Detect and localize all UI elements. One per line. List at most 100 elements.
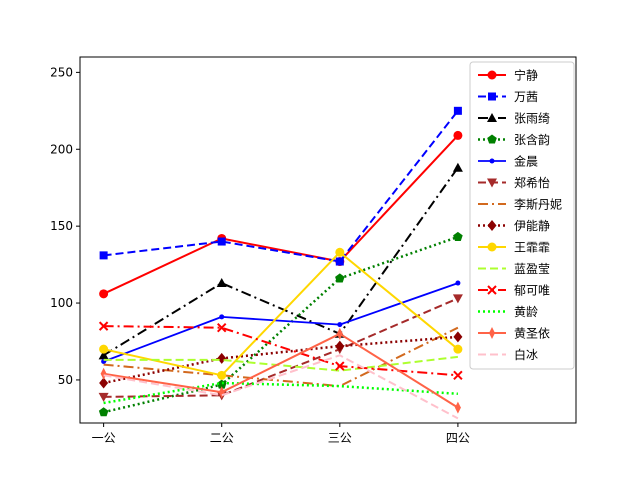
legend-label: 郑希怡 [514, 175, 550, 190]
data-point [99, 377, 109, 389]
y-tick-label: 100 [50, 296, 73, 310]
legend-label: 黄龄 [514, 305, 538, 319]
legend-marker [487, 220, 497, 231]
legend-marker [487, 285, 497, 295]
data-point [453, 344, 463, 354]
data-point [217, 352, 227, 364]
data-point [335, 247, 345, 257]
series-line [103, 332, 459, 409]
legend-label: 宁静 [514, 68, 538, 83]
series-5 [101, 280, 461, 364]
legend-label: 郁可唯 [514, 283, 550, 298]
legend-label: 万茜 [514, 90, 538, 104]
series-line [103, 235, 459, 414]
x-tick-label: 一公 [92, 431, 116, 445]
series-line [103, 282, 459, 363]
legend-entry: 宁静 [478, 68, 538, 83]
data-point [99, 251, 108, 260]
legend-entry: 张含韵 [478, 132, 550, 147]
legend-label: 金晨 [514, 154, 538, 169]
data-point [216, 278, 227, 288]
axes: 50 100 150 200 250 一公 二公 三公 四公 [50, 56, 577, 445]
data-point [98, 407, 109, 417]
series-line [103, 335, 458, 385]
legend-label: 白冰 [514, 347, 538, 362]
data-point [98, 321, 109, 331]
data-point [335, 257, 344, 266]
data-point [335, 361, 345, 371]
legend-label: 伊能静 [514, 219, 550, 233]
series-1 [99, 130, 463, 299]
data-point [454, 401, 461, 414]
series-line [103, 110, 459, 263]
data-point [336, 327, 343, 340]
series-line [103, 251, 459, 377]
data-point [452, 162, 463, 172]
legend-entry: 黄龄 [478, 305, 538, 319]
series-line [103, 381, 458, 405]
x-tick-label: 四公 [446, 431, 470, 445]
series-line [103, 325, 458, 377]
data-point [453, 106, 462, 115]
series-line [103, 354, 459, 420]
x-tick-label: 二公 [210, 431, 234, 445]
legend-label: 李斯丹妮 [514, 197, 562, 212]
data-point [335, 273, 345, 283]
legend-entry: 张雨绮 [478, 112, 550, 126]
series-6 [98, 294, 463, 402]
legend-label: 蓝盈莹 [514, 262, 550, 276]
data-point [453, 130, 463, 140]
legend-entry: 郑希怡 [478, 175, 550, 190]
data-point [453, 231, 463, 241]
data-point [98, 350, 109, 360]
legend-marker [488, 92, 496, 101]
legend-entry: 王霏霏 [478, 241, 550, 255]
legend-marker [487, 70, 497, 80]
legend-label: 王霏霏 [514, 241, 550, 255]
legend-marker [489, 158, 495, 164]
series-line [103, 297, 459, 398]
series-13 [100, 327, 461, 414]
data-point [453, 331, 463, 343]
data-point [100, 367, 107, 380]
series-7 [103, 326, 459, 388]
legend-marker [487, 134, 497, 144]
series-9 [99, 247, 463, 380]
data-point [453, 370, 463, 381]
y-tick-label: 250 [50, 65, 73, 79]
legend-entry: 万茜 [478, 90, 538, 104]
plot-frame [79, 56, 577, 424]
legend-box [469, 61, 575, 370]
series-line [103, 326, 459, 388]
data-point [455, 280, 461, 286]
legend-entry: 蓝盈莹 [478, 262, 550, 276]
legend-marker [489, 327, 495, 339]
data-point [99, 344, 109, 354]
legend-entry: 郁可唯 [478, 283, 550, 298]
data-point [335, 340, 345, 352]
series-14 [103, 354, 459, 420]
legend-entry: 白冰 [478, 347, 538, 362]
series-12 [103, 381, 458, 405]
legend-entry: 黄圣依 [478, 326, 550, 341]
series-line [103, 134, 459, 295]
legend-marker [487, 242, 497, 252]
series-8 [99, 331, 463, 389]
data-point [217, 370, 227, 380]
y-tick-label: 200 [50, 142, 73, 156]
data-point [217, 322, 227, 333]
data-point [337, 322, 343, 328]
data-point [219, 314, 225, 320]
legend-entry: 李斯丹妮 [478, 197, 562, 212]
legend-entry: 金晨 [478, 154, 538, 169]
data-point [452, 294, 463, 304]
x-tick-label: 三公 [328, 431, 352, 445]
legend-entry: 伊能静 [478, 219, 550, 233]
legend-label: 黄圣依 [514, 326, 550, 341]
series-line [103, 167, 459, 357]
plot-area [98, 106, 463, 420]
data-point [98, 392, 109, 402]
